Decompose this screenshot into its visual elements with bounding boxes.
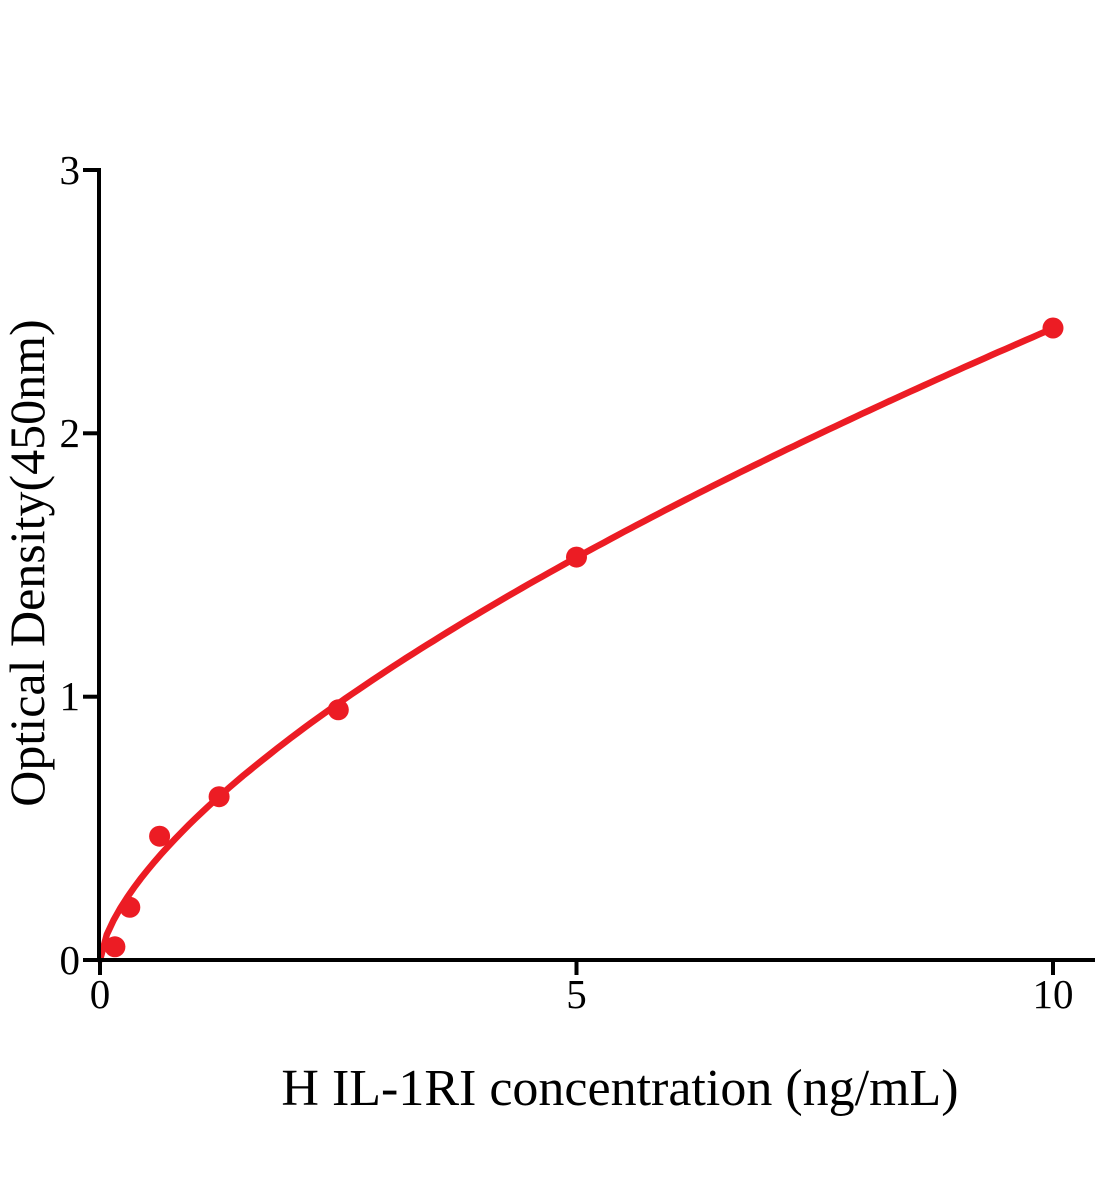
data-point <box>119 896 141 918</box>
fit-curve <box>96 325 1057 964</box>
data-point <box>1042 317 1064 339</box>
y-tick-labels: 0 1 2 3 <box>60 147 81 983</box>
y-tick-marks <box>83 168 99 962</box>
y-tick-label-2: 2 <box>60 410 81 456</box>
data-point <box>208 786 230 808</box>
data-point <box>149 825 171 847</box>
data-points <box>104 317 1064 958</box>
y-tick-label-3: 3 <box>60 147 81 193</box>
x-tick-labels: 0 5 10 <box>90 971 1074 1017</box>
x-tick-marks <box>98 960 1055 975</box>
y-tick-label-0: 0 <box>60 937 81 983</box>
axes <box>97 168 1095 962</box>
x-tick-label-10: 10 <box>1033 971 1074 1017</box>
x-tick-label-5: 5 <box>566 971 587 1017</box>
x-tick-label-0: 0 <box>90 971 111 1017</box>
data-point <box>104 936 126 958</box>
data-point <box>327 699 349 721</box>
y-tick-label-1: 1 <box>60 673 81 719</box>
y-axis-title: Optical Density(450nm) <box>0 319 55 806</box>
data-point <box>566 546 587 568</box>
x-axis-title: H IL-1RI concentration (ng/mL) <box>281 1060 958 1117</box>
